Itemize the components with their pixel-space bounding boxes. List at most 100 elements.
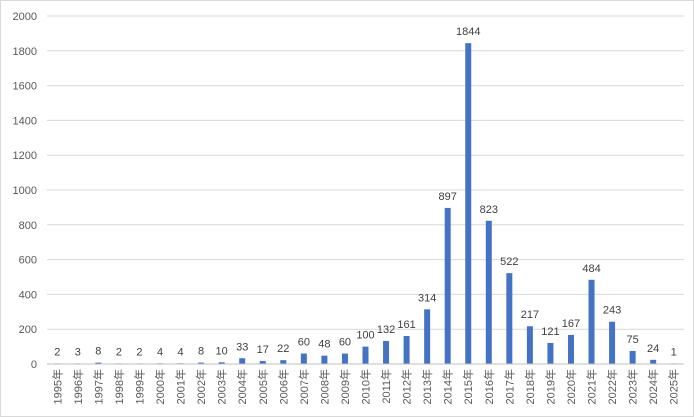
- data-label: 100: [356, 330, 374, 342]
- y-tick-label: 1000: [13, 185, 37, 197]
- data-label: 24: [647, 343, 659, 355]
- bar-2006年: [280, 360, 287, 364]
- bar-2017年: [506, 273, 513, 364]
- x-axis-ticks: 1995年 1996年 1997年 1998年 1999年 2000年 2001年 2002年…: [50, 369, 680, 404]
- data-label: 48: [318, 339, 330, 351]
- bar-2007年: [300, 353, 307, 364]
- bar-2009年: [341, 353, 348, 364]
- x-tick-label: 2021年: [585, 369, 599, 404]
- bar-1997年: [95, 362, 102, 364]
- bar-2015年: [465, 43, 472, 364]
- x-tick-label: 2017年: [502, 369, 516, 404]
- x-tick-label: 2010年: [359, 369, 373, 404]
- data-label: 33: [236, 341, 248, 353]
- data-label: 132: [377, 324, 395, 336]
- bar-2019年: [547, 342, 554, 364]
- x-tick-label: 2015年: [461, 369, 475, 404]
- data-label: 60: [298, 337, 310, 349]
- x-tick-label: 2001年: [174, 369, 188, 404]
- x-tick-label: 2013年: [420, 369, 434, 404]
- data-label: 75: [627, 334, 639, 346]
- bar-2021年: [588, 279, 595, 364]
- bar-2018年: [526, 326, 533, 364]
- x-tick-label: 2023年: [626, 369, 640, 404]
- bar-2008年: [321, 355, 328, 364]
- data-label: 22: [277, 343, 289, 355]
- y-tick-label: 400: [19, 289, 37, 301]
- bar-2002年: [198, 362, 205, 364]
- x-tick-label: 1995年: [50, 369, 64, 404]
- x-tick-label: 2014年: [441, 369, 455, 404]
- data-label: 2: [54, 346, 60, 358]
- data-label: 243: [603, 305, 621, 317]
- data-label: 17: [257, 344, 269, 356]
- x-tick-label: 2000年: [153, 369, 167, 404]
- y-tick-label: 1200: [13, 150, 37, 162]
- x-tick-label: 1999年: [132, 369, 146, 404]
- bars: [54, 43, 677, 364]
- data-label: 823: [480, 204, 498, 216]
- data-label: 10: [216, 345, 228, 357]
- bar-2013年: [424, 309, 431, 364]
- y-tick-label: 1600: [13, 81, 37, 93]
- bar-2003年: [218, 362, 225, 364]
- data-label: 217: [521, 309, 539, 321]
- bar-2023年: [629, 350, 636, 364]
- data-label: 2: [116, 346, 122, 358]
- data-label: 121: [541, 326, 559, 338]
- data-label: 8: [95, 346, 101, 358]
- x-tick-label: 2025年: [667, 369, 681, 404]
- gridlines: [47, 15, 684, 330]
- data-label: 2: [136, 346, 142, 358]
- bar-2016年: [485, 220, 492, 364]
- x-tick-label: 1998年: [112, 369, 126, 404]
- x-tick-label: 2011年: [379, 369, 393, 404]
- bar-2024年: [650, 359, 657, 364]
- bar-2022年: [609, 321, 616, 364]
- data-label: 4: [157, 346, 163, 358]
- y-tick-label: 1800: [13, 46, 37, 58]
- x-tick-label: 2005年: [256, 369, 270, 404]
- data-label: 8: [198, 346, 204, 358]
- data-label: 1: [671, 346, 677, 358]
- x-tick-label: 2018年: [523, 369, 537, 404]
- x-tick-label: 2020年: [564, 369, 578, 404]
- y-tick-label: 0: [31, 359, 37, 371]
- x-tick-label: 2003年: [215, 369, 229, 404]
- data-label: 60: [339, 337, 351, 349]
- bar-2020年: [567, 334, 574, 364]
- bar-2012年: [403, 335, 410, 364]
- data-label: 897: [439, 191, 457, 203]
- data-label: 1844: [456, 26, 480, 38]
- x-tick-label: 2002年: [194, 369, 208, 404]
- x-tick-label: 2007年: [297, 369, 311, 404]
- x-tick-label: 1996年: [71, 369, 85, 404]
- data-label: 3: [75, 346, 81, 358]
- x-tick-label: 2019年: [543, 369, 557, 404]
- data-label: 161: [397, 319, 415, 331]
- bar-2010年: [362, 346, 369, 364]
- y-tick-label: 800: [19, 220, 37, 232]
- data-label: 314: [418, 292, 436, 304]
- data-label: 522: [500, 256, 518, 268]
- x-tick-label: 1997年: [91, 369, 105, 404]
- y-tick-label: 2000: [13, 11, 37, 23]
- y-tick-label: 1400: [13, 115, 37, 127]
- bar-2014年: [444, 207, 451, 364]
- y-axis-ticks: 0 200 400 600 800 1000 1200 1400 1600 1800 2000: [13, 11, 37, 371]
- bar-2011年: [383, 341, 390, 364]
- x-tick-label: 2022年: [605, 369, 619, 404]
- x-tick-label: 2009年: [338, 369, 352, 404]
- x-tick-label: 2016年: [482, 369, 496, 404]
- x-tick-label: 2008年: [317, 369, 331, 404]
- x-tick-label: 2004年: [235, 369, 249, 404]
- y-tick-label: 200: [19, 324, 37, 336]
- data-label: 167: [562, 318, 580, 330]
- bar-2005年: [259, 361, 266, 364]
- x-tick-label: 2006年: [276, 369, 290, 404]
- data-label: 4: [178, 346, 184, 358]
- y-tick-label: 600: [19, 255, 37, 267]
